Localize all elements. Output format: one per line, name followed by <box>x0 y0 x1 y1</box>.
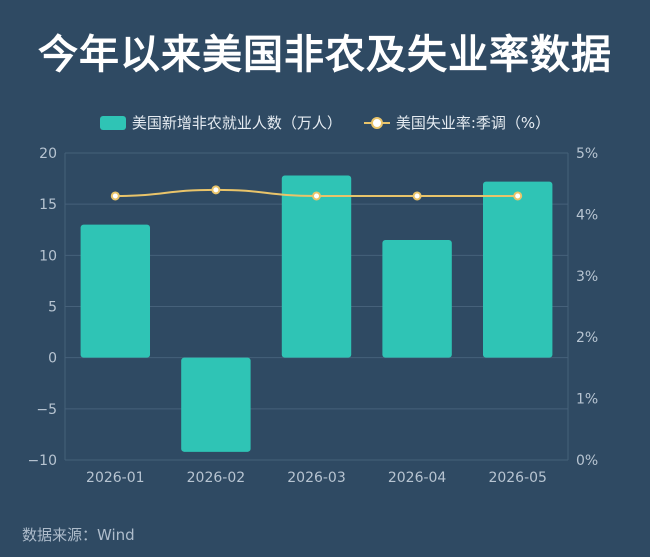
y-left-tick-label: −5 <box>36 402 57 418</box>
legend: 美国新增非农就业人数（万人） 美国失业率:季调（%） <box>0 112 650 133</box>
bar <box>281 175 352 358</box>
line-point <box>110 191 120 201</box>
bar <box>482 181 553 358</box>
x-tick-label: 2026-03 <box>287 470 346 486</box>
legend-bar-swatch <box>99 115 126 130</box>
legend-bar-label: 美国新增非农就业人数（万人） <box>131 114 342 132</box>
y-left-tick-label: 20 <box>39 146 57 162</box>
bar <box>382 239 452 358</box>
y-right-tick-label: 2% <box>576 330 598 346</box>
legend-item-bar[interactable]: 美国新增非农就业人数（万人） <box>99 112 342 133</box>
x-tick-label: 2026-05 <box>488 470 547 486</box>
y-left-tick-label: 10 <box>39 248 57 264</box>
y-right-tick-label: 1% <box>576 392 598 408</box>
y-right-tick-label: 5% <box>576 146 598 162</box>
line-point <box>312 191 321 201</box>
y-left-tick-label: 5 <box>48 300 57 316</box>
x-tick-label: 2026-01 <box>86 470 145 486</box>
y-left-tick-label: 15 <box>39 197 57 213</box>
line-point <box>412 191 422 201</box>
line-point <box>513 191 523 201</box>
x-tick-label: 2026-02 <box>187 470 246 486</box>
y-right-tick-label: 4% <box>576 207 598 223</box>
chart-title: 今年以来美国非农及失业率数据 <box>38 32 612 78</box>
x-tick-label: 2026-04 <box>388 470 447 486</box>
bar <box>181 357 251 452</box>
y-right-tick-label: 3% <box>576 269 598 285</box>
legend-line-label: 美国失业率:季调（%） <box>395 114 551 132</box>
y-left-tick-label: −10 <box>27 453 57 469</box>
source-note: 数据来源：Wind <box>22 526 135 544</box>
bar <box>80 224 151 358</box>
y-right-tick-label: 0% <box>576 453 598 469</box>
legend-line-swatch <box>363 116 390 130</box>
y-left-tick-label: 0 <box>48 351 57 367</box>
line-point <box>211 185 221 195</box>
legend-item-line[interactable]: 美国失业率:季调（%） <box>363 112 551 133</box>
